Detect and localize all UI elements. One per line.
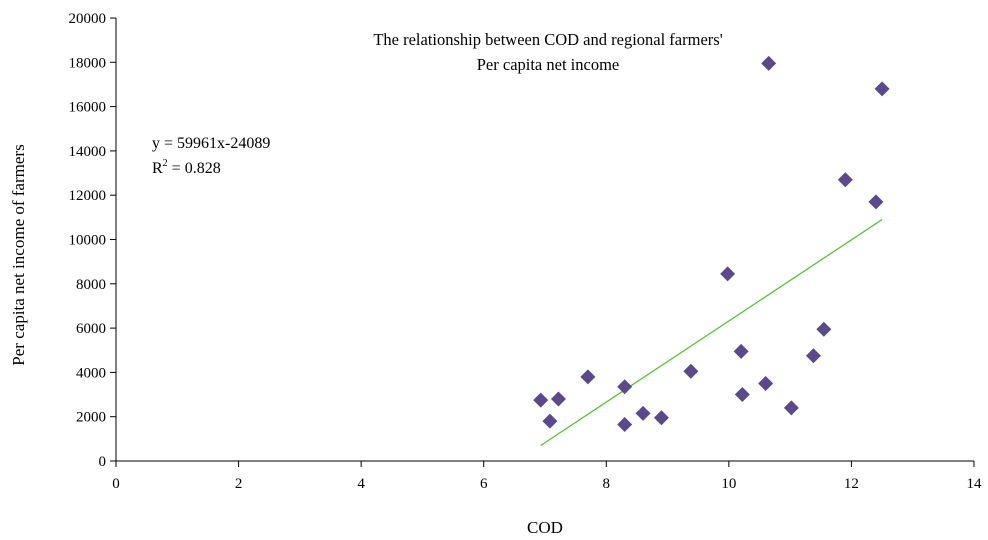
data-point-diamond <box>733 343 749 359</box>
data-point-diamond <box>868 194 884 210</box>
y-tick-label: 20000 <box>69 11 107 27</box>
data-point-diamond <box>617 416 633 432</box>
x-axis-label: COD <box>527 518 563 537</box>
data-point-diamond <box>837 172 853 188</box>
data-point-diamond <box>653 410 669 426</box>
trend-equation: y = 59961x-24089 <box>152 135 270 152</box>
y-tick-label: 6000 <box>76 321 106 337</box>
axes: 0 2 4 6 8 10 12 14 0 2000 4000 6000 8000 10000 12000 14… <box>69 11 983 492</box>
y-tick-label: 18000 <box>69 55 107 71</box>
r-squared-superscript: 2 <box>163 158 168 169</box>
x-tick-label: 0 <box>112 476 120 492</box>
y-tick-label: 0 <box>99 454 107 470</box>
chart-title-line2: Per capita net income <box>477 55 619 74</box>
x-tick-label: 14 <box>967 476 983 492</box>
data-point-diamond <box>734 387 750 403</box>
x-tick-label: 4 <box>357 476 365 492</box>
x-tick-label: 10 <box>721 476 736 492</box>
data-point-diamond <box>761 55 777 71</box>
y-tick-label: 8000 <box>76 277 106 293</box>
data-point-diamond <box>783 400 799 416</box>
y-tick-label: 14000 <box>69 144 107 160</box>
x-tick-label: 12 <box>844 476 859 492</box>
data-point-diamond <box>635 405 651 421</box>
x-tick-label: 2 <box>235 476 243 492</box>
trendline-group <box>540 219 883 447</box>
data-point-diamond <box>533 392 549 408</box>
chart-title-line1: The relationship between COD and regiona… <box>373 30 722 49</box>
data-point-diamond <box>617 379 633 395</box>
data-points <box>533 55 890 432</box>
y-tick-label: 16000 <box>69 100 107 116</box>
y-tick-label: 10000 <box>69 233 107 249</box>
data-point-diamond <box>580 369 596 385</box>
data-point-diamond <box>805 348 821 364</box>
x-tick-label: 6 <box>480 476 488 492</box>
y-tick-label: 2000 <box>76 410 106 426</box>
data-point-diamond <box>758 375 774 391</box>
y-tick-label: 4000 <box>76 365 106 381</box>
data-point-diamond <box>720 266 736 282</box>
r-squared-label: R2 = 0.828 <box>152 158 221 177</box>
y-tick-label: 12000 <box>69 188 107 204</box>
y-axis-label: Per capita net income of farmers <box>9 144 28 365</box>
data-point-diamond <box>874 81 890 97</box>
trendline <box>540 219 883 447</box>
data-point-diamond <box>550 391 566 407</box>
data-point-diamond <box>816 321 832 337</box>
data-point-diamond <box>683 363 699 379</box>
x-tick-label: 8 <box>603 476 611 492</box>
data-point-diamond <box>542 413 558 429</box>
